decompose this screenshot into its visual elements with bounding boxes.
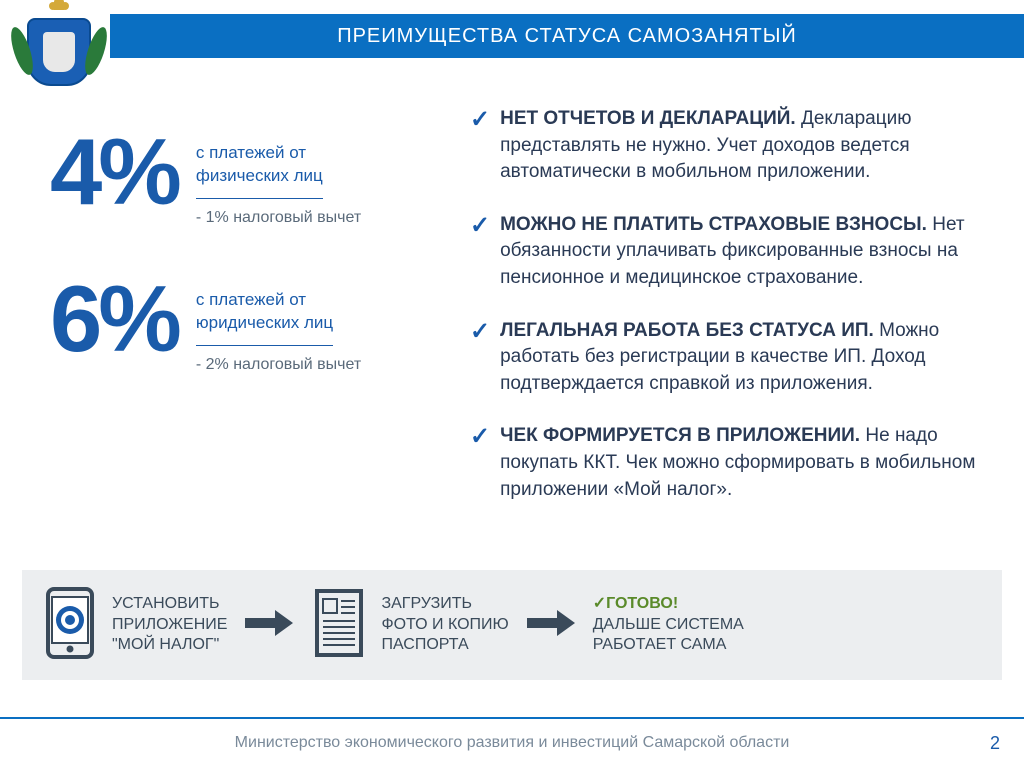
checkmark-icon: ✓ xyxy=(470,425,490,503)
checkmark-icon: ✓ xyxy=(470,108,490,186)
regional-emblem xyxy=(18,0,100,92)
benefits-column: ✓ НЕТ ОТЧЕТОВ И ДЕКЛАРАЦИЙ. Декларацию п… xyxy=(470,100,984,529)
content-area: 4% с платежей от физических лиц - 1% нал… xyxy=(50,100,984,529)
benefit-text: НЕТ ОТЧЕТОВ И ДЕКЛАРАЦИЙ. Декларацию пре… xyxy=(500,106,984,186)
rate-block-individuals: 4% с платежей от физических лиц - 1% нал… xyxy=(50,130,430,227)
step-upload: ЗАГРУЗИТЬ ФОТО И КОПИЮ ПАСПОРТА xyxy=(311,587,508,664)
benefit-text: МОЖНО НЕ ПЛАТИТЬ СТРАХОВЫЕ ВЗНОСЫ. Нет о… xyxy=(500,212,984,292)
step-done: ✓ГОТОВО! ДАЛЬШЕ СИСТЕМА РАБОТАЕТ САМА xyxy=(593,594,744,656)
checkmark-icon: ✓ xyxy=(470,320,490,398)
rate-deduction: - 1% налоговый вычет xyxy=(196,209,361,227)
page-number: 2 xyxy=(990,733,1000,754)
steps-bar: УСТАНОВИТЬ ПРИЛОЖЕНИЕ "МОЙ НАЛОГ" xyxy=(22,570,1002,680)
rates-column: 4% с платежей от физических лиц - 1% нал… xyxy=(50,100,430,529)
arrow-icon xyxy=(245,608,293,643)
rate-source: с платежей от физических лиц xyxy=(196,142,323,199)
footer-bar: Министерство экономического развития и и… xyxy=(0,717,1024,767)
benefit-item: ✓ ЛЕГАЛЬНАЯ РАБОТА БЕЗ СТАТУСА ИП. Можно… xyxy=(470,318,984,398)
document-icon xyxy=(311,587,367,664)
checkmark-icon: ✓ xyxy=(470,214,490,292)
rate-source: с платежей от юридических лиц xyxy=(196,289,333,346)
step-text: ✓ГОТОВО! ДАЛЬШЕ СИСТЕМА РАБОТАЕТ САМА xyxy=(593,594,744,656)
rate-percent: 6% xyxy=(50,277,178,362)
rate-description: с платежей от физических лиц - 1% налого… xyxy=(196,130,361,227)
benefit-item: ✓ НЕТ ОТЧЕТОВ И ДЕКЛАРАЦИЙ. Декларацию п… xyxy=(470,106,984,186)
header-bar: ПРЕИМУЩЕСТВА СТАТУСА САМОЗАНЯТЫЙ xyxy=(110,14,1024,58)
step-text: УСТАНОВИТЬ ПРИЛОЖЕНИЕ "МОЙ НАЛОГ" xyxy=(112,594,227,656)
rate-block-legal: 6% с платежей от юридических лиц - 2% на… xyxy=(50,277,430,374)
rate-description: с платежей от юридических лиц - 2% налог… xyxy=(196,277,361,374)
slide-title: ПРЕИМУЩЕСТВА СТАТУСА САМОЗАНЯТЫЙ xyxy=(337,25,797,48)
footer-text: Министерство экономического развития и и… xyxy=(235,734,790,752)
rate-percent: 4% xyxy=(50,130,178,215)
step-install: УСТАНОВИТЬ ПРИЛОЖЕНИЕ "МОЙ НАЛОГ" xyxy=(42,587,227,664)
benefit-text: ЧЕК ФОРМИРУЕТСЯ В ПРИЛОЖЕНИИ. Не надо по… xyxy=(500,423,984,503)
arrow-icon xyxy=(527,608,575,643)
rate-deduction: - 2% налоговый вычет xyxy=(196,356,361,374)
step-text: ЗАГРУЗИТЬ ФОТО И КОПИЮ ПАСПОРТА xyxy=(381,594,508,656)
phone-icon xyxy=(42,587,98,664)
benefit-item: ✓ МОЖНО НЕ ПЛАТИТЬ СТРАХОВЫЕ ВЗНОСЫ. Нет… xyxy=(470,212,984,292)
benefit-item: ✓ ЧЕК ФОРМИРУЕТСЯ В ПРИЛОЖЕНИИ. Не надо … xyxy=(470,423,984,503)
benefit-text: ЛЕГАЛЬНАЯ РАБОТА БЕЗ СТАТУСА ИП. Можно р… xyxy=(500,318,984,398)
